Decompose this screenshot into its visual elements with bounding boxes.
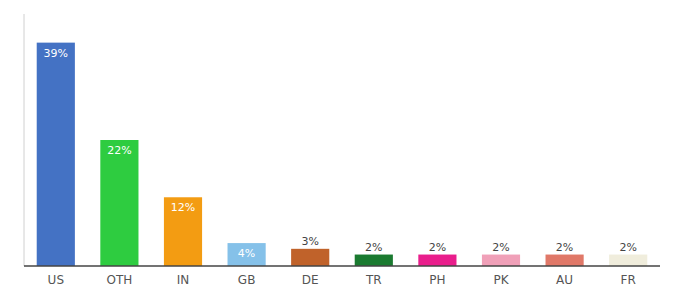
bar <box>291 249 329 266</box>
x-tick-label: TR <box>365 273 382 287</box>
bar <box>546 255 584 266</box>
data-label: 2% <box>556 241 573 254</box>
bar <box>37 43 75 266</box>
bar <box>355 255 393 266</box>
bar <box>100 140 138 266</box>
x-tick-label: DE <box>302 273 319 287</box>
data-label: 4% <box>238 247 255 260</box>
x-tick-label: AU <box>556 273 573 287</box>
bar <box>482 255 520 266</box>
x-tick-label: IN <box>177 273 190 287</box>
data-label: 2% <box>619 241 636 254</box>
x-tick-label: OTH <box>106 273 132 287</box>
bar <box>609 255 647 266</box>
data-label: 2% <box>365 241 382 254</box>
bar <box>228 243 266 266</box>
data-labels: 39% 22% 12% 4% 3% 2% 2% 2% 2% 2% <box>44 47 637 260</box>
data-label: 12% <box>171 201 195 214</box>
chart-container: 39% 22% 12% 4% 3% 2% 2% 2% 2% 2% US OTH IN GB DE TR PH PK… <box>0 0 680 300</box>
data-label: 2% <box>429 241 446 254</box>
y-axis-line <box>24 14 25 266</box>
x-tick-label: FR <box>621 273 636 287</box>
x-tick-label: PH <box>429 273 445 287</box>
bar <box>164 197 202 266</box>
data-label: 22% <box>107 144 131 157</box>
data-label: 3% <box>301 235 318 248</box>
x-tick-label: PK <box>493 273 509 287</box>
data-label: 39% <box>44 47 68 60</box>
chart-svg: 39% 22% 12% 4% 3% 2% 2% 2% 2% 2% US OTH IN GB DE TR PH PK… <box>0 0 680 300</box>
x-tick-label: US <box>48 273 64 287</box>
data-label: 2% <box>492 241 509 254</box>
x-ticks: US OTH IN GB DE TR PH PK AU FR <box>48 273 636 287</box>
x-tick-label: GB <box>238 273 256 287</box>
bars <box>37 43 648 266</box>
bar <box>418 255 456 266</box>
x-axis-line <box>24 265 660 267</box>
